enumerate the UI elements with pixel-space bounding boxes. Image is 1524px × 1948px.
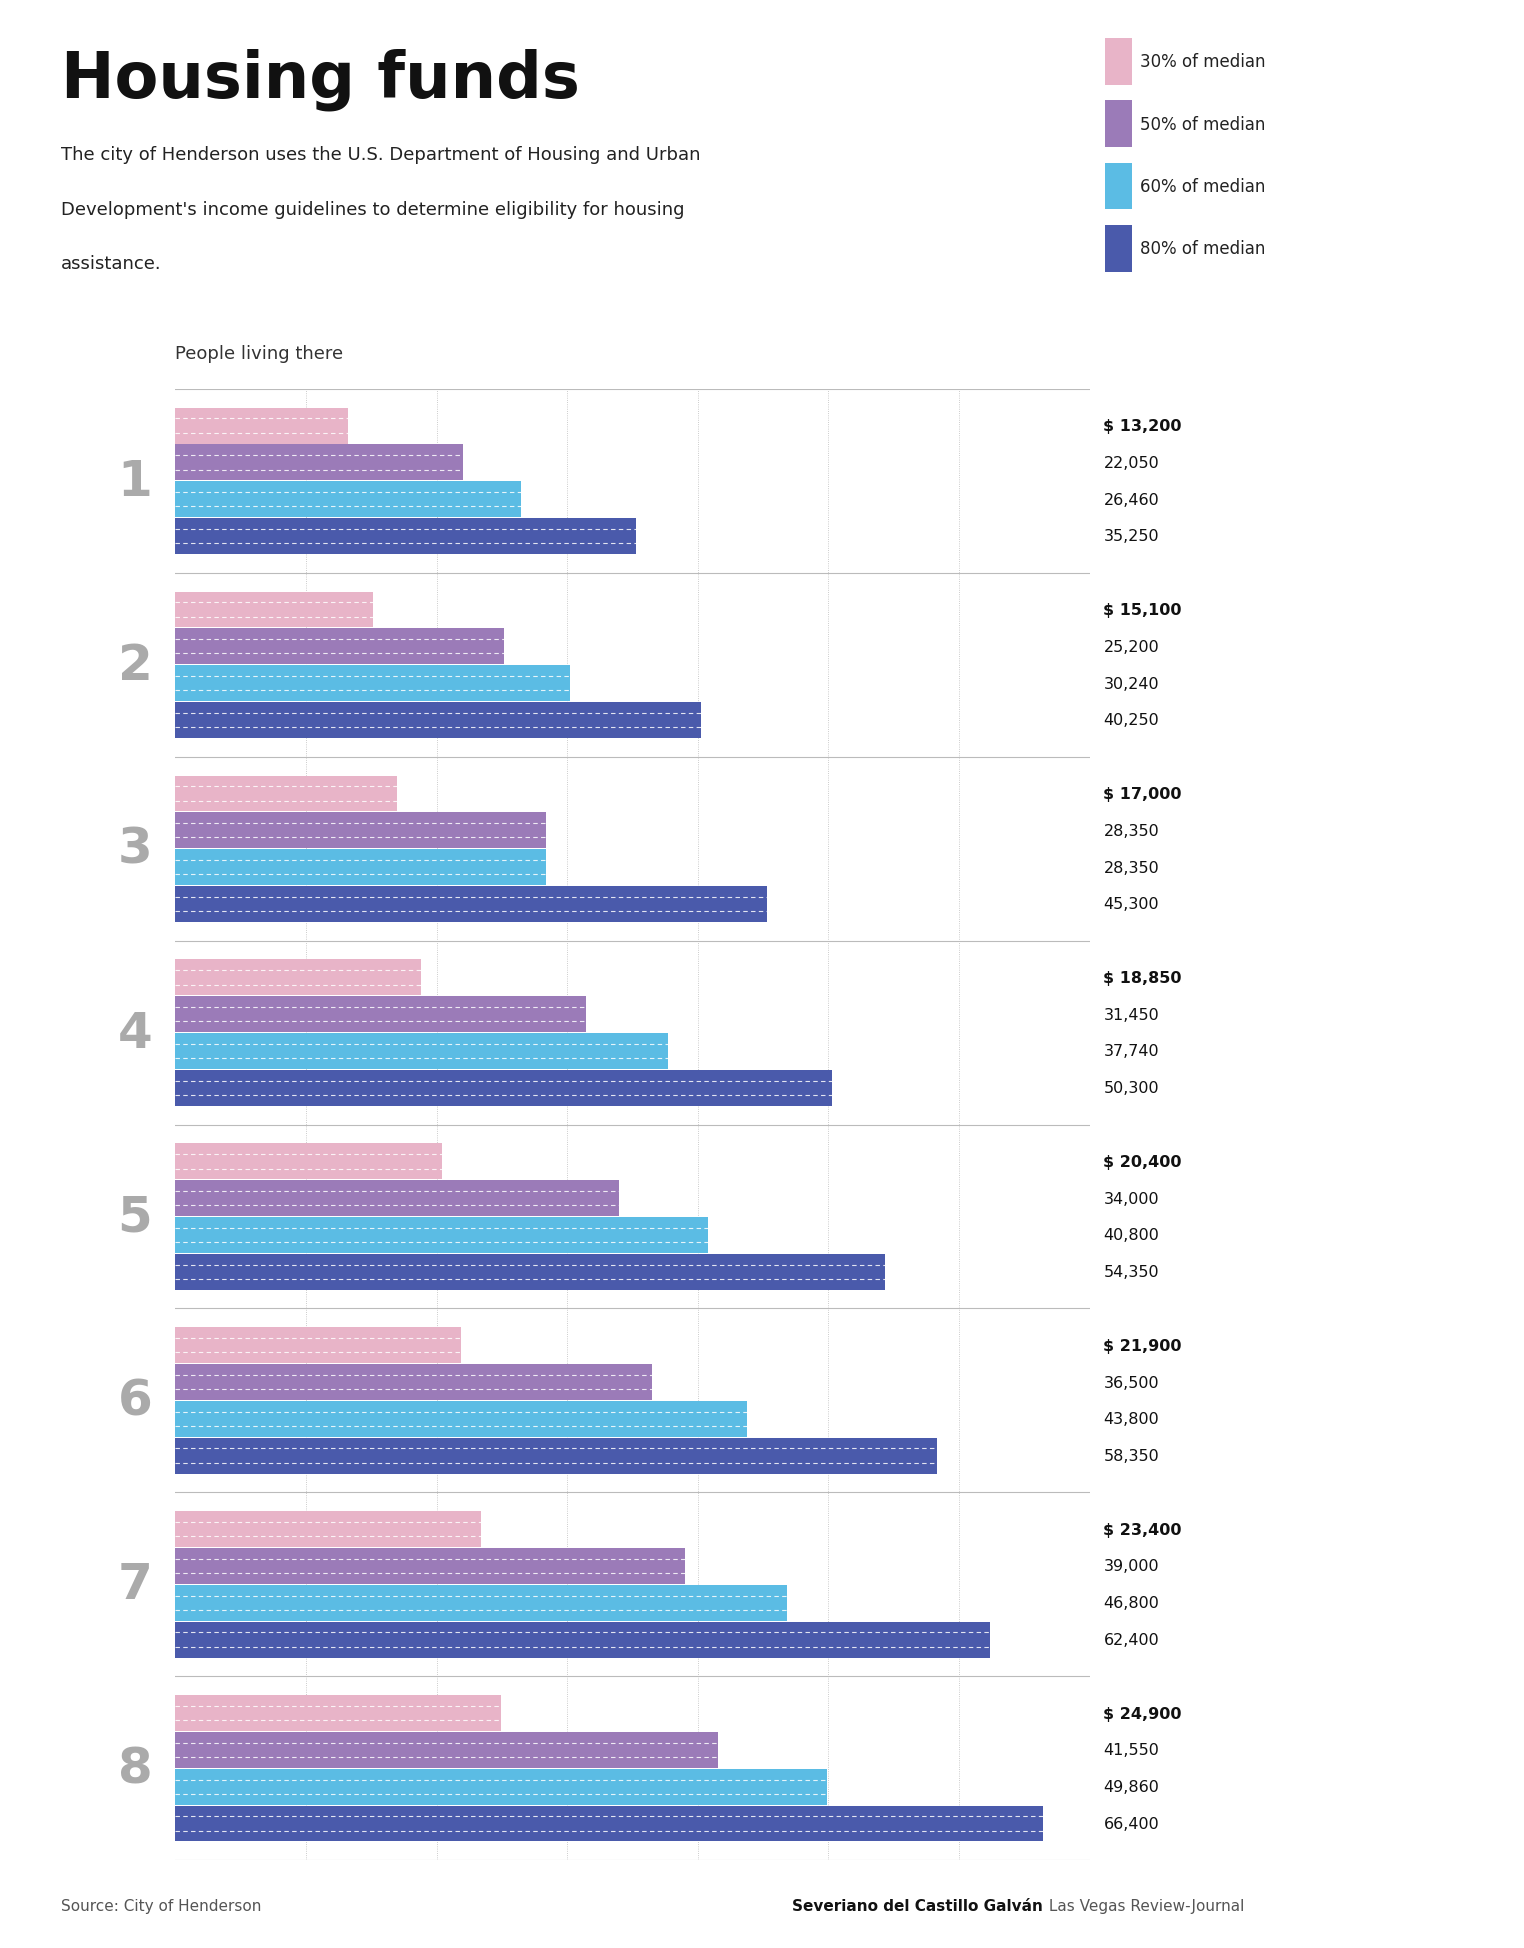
Text: 45,300: 45,300 — [1103, 896, 1158, 912]
Text: 80% of median: 80% of median — [1140, 240, 1265, 259]
Text: 3: 3 — [117, 826, 152, 873]
Text: 58,350: 58,350 — [1103, 1449, 1160, 1463]
Bar — [175, 1329, 462, 1364]
Text: 43,800: 43,800 — [1103, 1412, 1160, 1426]
Text: 30% of median: 30% of median — [1140, 53, 1265, 72]
Bar — [175, 592, 372, 627]
Bar — [175, 446, 463, 481]
Text: 41,550: 41,550 — [1103, 1743, 1160, 1757]
Text: 28,350: 28,350 — [1103, 824, 1160, 838]
Text: 1: 1 — [117, 458, 152, 506]
Bar — [175, 812, 546, 849]
Bar — [175, 849, 546, 886]
Bar — [175, 1401, 747, 1438]
Text: Development's income guidelines to determine eligibility for housing: Development's income guidelines to deter… — [61, 201, 684, 218]
Text: 7: 7 — [117, 1560, 152, 1609]
Bar — [175, 1218, 709, 1253]
Bar — [175, 1364, 652, 1401]
Text: $ 23,400: $ 23,400 — [1103, 1521, 1183, 1537]
Text: 46,800: 46,800 — [1103, 1595, 1160, 1611]
Text: 31,450: 31,450 — [1103, 1007, 1160, 1023]
Text: $ 18,850: $ 18,850 — [1103, 970, 1183, 986]
Text: $ 17,000: $ 17,000 — [1103, 787, 1183, 801]
Text: 2: 2 — [117, 641, 152, 690]
Text: $ 21,900: $ 21,900 — [1103, 1338, 1183, 1354]
Text: 39,000: 39,000 — [1103, 1558, 1158, 1574]
Bar — [175, 1069, 832, 1106]
Bar — [175, 1255, 885, 1290]
Text: 40,800: 40,800 — [1103, 1227, 1160, 1243]
Text: $ 20,400: $ 20,400 — [1103, 1155, 1183, 1169]
Text: 8: 8 — [117, 1743, 152, 1792]
Text: 66,400: 66,400 — [1103, 1816, 1160, 1831]
Text: 37,740: 37,740 — [1103, 1044, 1158, 1060]
Bar — [175, 629, 504, 664]
Text: 49,860: 49,860 — [1103, 1779, 1160, 1794]
Text: 5: 5 — [117, 1192, 152, 1241]
Text: 50,300: 50,300 — [1103, 1081, 1158, 1095]
Text: Housing funds: Housing funds — [61, 49, 579, 111]
Bar — [175, 1769, 826, 1804]
Text: $ 13,200: $ 13,200 — [1103, 419, 1183, 434]
Text: 36,500: 36,500 — [1103, 1375, 1158, 1389]
Bar — [175, 775, 398, 812]
Text: 6: 6 — [117, 1377, 152, 1424]
Bar — [175, 1438, 937, 1475]
Bar — [175, 1512, 482, 1547]
Text: 25,200: 25,200 — [1103, 639, 1160, 655]
Bar — [175, 1586, 786, 1621]
Bar — [175, 1180, 619, 1216]
Text: 35,250: 35,250 — [1103, 530, 1158, 543]
Bar — [175, 1143, 442, 1180]
Bar — [175, 886, 767, 921]
Text: assistance.: assistance. — [61, 255, 162, 273]
Text: 40,250: 40,250 — [1103, 713, 1160, 729]
Text: 28,350: 28,350 — [1103, 861, 1160, 875]
Text: 50% of median: 50% of median — [1140, 115, 1265, 134]
Text: 26,460: 26,460 — [1103, 493, 1160, 506]
Text: $ 24,900: $ 24,900 — [1103, 1706, 1183, 1720]
Bar — [175, 1034, 668, 1069]
Text: 60% of median: 60% of median — [1140, 177, 1265, 197]
Text: People living there: People living there — [175, 345, 343, 362]
Bar — [175, 1695, 500, 1732]
Text: 62,400: 62,400 — [1103, 1632, 1160, 1648]
Text: The city of Henderson uses the U.S. Department of Housing and Urban: The city of Henderson uses the U.S. Depa… — [61, 146, 701, 164]
Bar — [175, 1549, 684, 1584]
Text: 30,240: 30,240 — [1103, 676, 1158, 692]
Bar — [175, 1732, 718, 1769]
Text: Source: City of Henderson: Source: City of Henderson — [61, 1897, 261, 1913]
Bar — [175, 518, 636, 555]
Bar — [175, 960, 422, 995]
Bar — [175, 666, 570, 701]
Bar — [175, 1806, 1042, 1841]
Bar — [175, 481, 521, 518]
Text: Severiano del Castillo Galván: Severiano del Castillo Galván — [792, 1897, 1044, 1913]
Bar — [175, 703, 701, 738]
Text: 34,000: 34,000 — [1103, 1190, 1158, 1206]
Text: Las Vegas Review-Journal: Las Vegas Review-Journal — [1044, 1897, 1244, 1913]
Text: 54,350: 54,350 — [1103, 1264, 1158, 1280]
Text: $ 15,100: $ 15,100 — [1103, 602, 1183, 618]
Bar — [175, 409, 347, 444]
Text: 22,050: 22,050 — [1103, 456, 1160, 471]
Bar — [175, 1623, 991, 1658]
Bar — [175, 997, 587, 1032]
Text: 4: 4 — [117, 1009, 152, 1058]
